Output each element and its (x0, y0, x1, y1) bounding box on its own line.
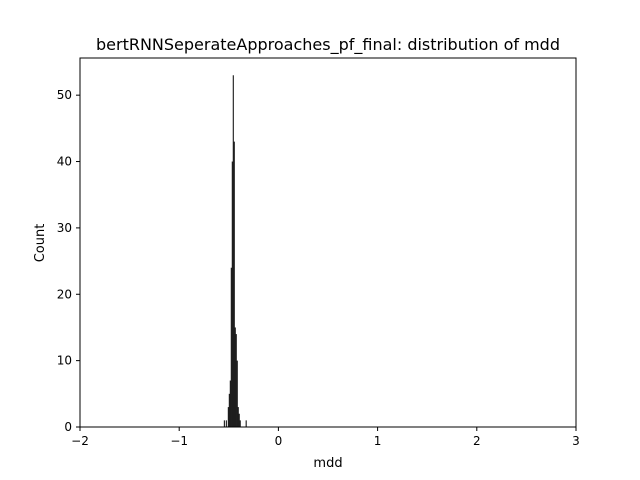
histogram-bar-4 (229, 380, 231, 427)
x-axis-ticks: −2 −1 0 1 2 3 (71, 427, 580, 448)
y-tick-label: 0 (64, 420, 72, 434)
x-tick-label: 1 (374, 434, 382, 448)
x-tick-label: 2 (473, 434, 481, 448)
chart-title: bertRNNSeperateApproaches_pf_final: dist… (96, 35, 560, 55)
histogram-bar-13 (238, 413, 240, 427)
y-tick-label: 20 (57, 287, 72, 301)
y-tick-label: 30 (57, 221, 72, 235)
histogram-bar-1 (225, 420, 227, 427)
histogram-bar-9 (234, 327, 236, 427)
histogram-bar-15 (245, 420, 247, 427)
x-axis-label: mdd (313, 456, 342, 471)
histogram-bar-7 (232, 75, 234, 427)
y-axis-label: Count (33, 224, 48, 263)
bars-group (223, 75, 247, 427)
y-tick-label: 40 (57, 155, 72, 169)
histogram-bar-8 (233, 141, 235, 427)
x-tick-label: 3 (572, 434, 580, 448)
histogram-bar-10 (235, 334, 237, 427)
x-tick-label: −2 (71, 434, 89, 448)
histogram-bar-0 (223, 420, 225, 427)
y-axis-ticks: 0 10 20 30 40 50 (57, 88, 80, 434)
plot-frame (79, 57, 577, 428)
histogram-bar-14 (239, 420, 241, 427)
histogram-bar-6 (231, 161, 233, 427)
histogram-bar-11 (236, 360, 238, 427)
x-tick-label: 0 (275, 434, 283, 448)
histogram-bar-3 (228, 393, 230, 427)
y-tick-label: 10 (57, 354, 72, 368)
x-tick-label: −1 (170, 434, 188, 448)
histogram-bar-12 (237, 407, 239, 427)
histogram-bar-5 (230, 267, 232, 427)
y-tick-label: 50 (57, 88, 72, 102)
histogram-bar-2 (227, 407, 229, 427)
